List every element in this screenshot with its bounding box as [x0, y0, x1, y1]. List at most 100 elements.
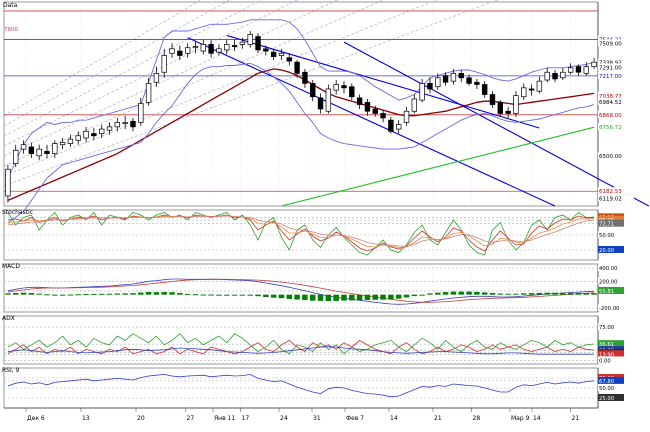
candle [239, 41, 246, 45]
macd-histogram-bar [349, 294, 355, 301]
indicator-label-bg [598, 350, 624, 358]
candle [333, 84, 339, 91]
indicator-label-bg [598, 356, 624, 364]
top-left-level-label: 7800 [4, 27, 18, 33]
candle [20, 144, 27, 150]
candle [560, 71, 566, 79]
macd-histogram-bar [36, 293, 42, 295]
macd-histogram-bar [583, 293, 590, 295]
candle [450, 72, 457, 82]
macd-histogram-bar [169, 292, 175, 295]
candle [270, 51, 277, 57]
channel-line-outer [343, 41, 650, 207]
x-tick-label: 27 [187, 415, 195, 422]
x-tick-label: Янв 11 [214, 415, 235, 422]
macd-histogram-bar [177, 293, 183, 295]
candle [114, 122, 121, 128]
candle [427, 83, 433, 90]
candle [161, 55, 167, 73]
macd-histogram-bar [528, 293, 535, 295]
macd-histogram-bar [302, 294, 308, 300]
macd-histogram-bar [106, 293, 113, 295]
price-axis-label: 6868.00 [599, 113, 622, 119]
panel-frame [3, 315, 599, 365]
macd-histogram-bar [184, 293, 191, 295]
candle [255, 36, 261, 51]
candle [341, 85, 347, 89]
indicator-series-1-0 [7, 211, 595, 256]
indicator-label-bg [598, 376, 624, 384]
indicator-label-bg [598, 231, 624, 238]
indicator-axis-label: 55.81 [599, 289, 614, 295]
macd-histogram-bar [333, 294, 339, 301]
indicator-series-2-1 [7, 278, 595, 303]
indicator-axis-label: 50.00 [599, 386, 615, 392]
macd-histogram-bar [552, 292, 558, 295]
candle [91, 133, 97, 137]
candle [325, 88, 332, 112]
candle [67, 138, 74, 144]
price-axis-label: 6119.02 [599, 196, 622, 202]
macd-histogram-bar [208, 294, 214, 296]
indicator-axis-label: 400.00 [599, 266, 618, 272]
candle [411, 98, 418, 112]
candle [380, 113, 386, 119]
candle [349, 86, 355, 98]
macd-histogram-bar [575, 292, 582, 295]
candle [294, 61, 300, 74]
macd-histogram-bar [239, 294, 246, 296]
indicator-label-bg [598, 304, 624, 311]
macd-histogram-bar [411, 294, 418, 297]
price-axis-label: 7217.00 [599, 74, 622, 80]
macd-histogram-bar [75, 294, 81, 296]
indicator-axis-label: 13.90 [599, 352, 615, 358]
candle [231, 45, 238, 47]
price-label-bg [598, 187, 634, 195]
x-tick-label: 17 [242, 415, 250, 422]
indicator-series-1-3 [7, 215, 595, 247]
candle [247, 33, 253, 45]
panel-frame [3, 263, 599, 313]
indicator-label-bg [598, 384, 624, 391]
fan-line [3, 0, 298, 147]
macd-histogram-bar [255, 294, 261, 297]
candle [435, 77, 441, 88]
price-label-bg [598, 97, 634, 105]
fan-line [3, 0, 437, 177]
price-series-1 [7, 19, 595, 179]
candle [583, 66, 589, 74]
candle [567, 67, 574, 73]
macd-histogram-bar [591, 293, 597, 295]
candle [317, 97, 324, 110]
macd-histogram-bar [505, 293, 511, 295]
macd-histogram-bar [419, 294, 425, 296]
macd-histogram-bar [83, 294, 89, 296]
macd-histogram-bar [28, 293, 35, 295]
candle [286, 57, 292, 62]
adx-panel-title: ADX [2, 315, 15, 322]
macd-histogram-bar [278, 294, 285, 299]
candle [310, 83, 316, 98]
indicator-series-3-0 [7, 333, 595, 355]
macd-histogram-bar [466, 291, 472, 295]
macd-histogram-bar [442, 292, 449, 295]
macd-histogram-bar [12, 293, 19, 295]
price-axis-label: 6984.52 [599, 100, 622, 106]
fan-line [3, 0, 499, 187]
candle [192, 46, 199, 49]
macd-histogram-bar [427, 293, 433, 295]
macd-histogram-bar [44, 294, 50, 296]
candle [122, 122, 128, 124]
x-tick-label: 28 [473, 415, 481, 422]
candle [458, 72, 464, 79]
candle [44, 151, 50, 154]
indicator-label-bg [598, 219, 624, 227]
candle [442, 75, 449, 83]
macd-histogram-bar [138, 292, 144, 295]
macd-histogram-bar [513, 293, 519, 295]
indicator-label-bg [598, 246, 624, 253]
candle [536, 80, 543, 92]
indicator-axis-label: 75.00 [599, 325, 615, 331]
candle [52, 143, 58, 154]
